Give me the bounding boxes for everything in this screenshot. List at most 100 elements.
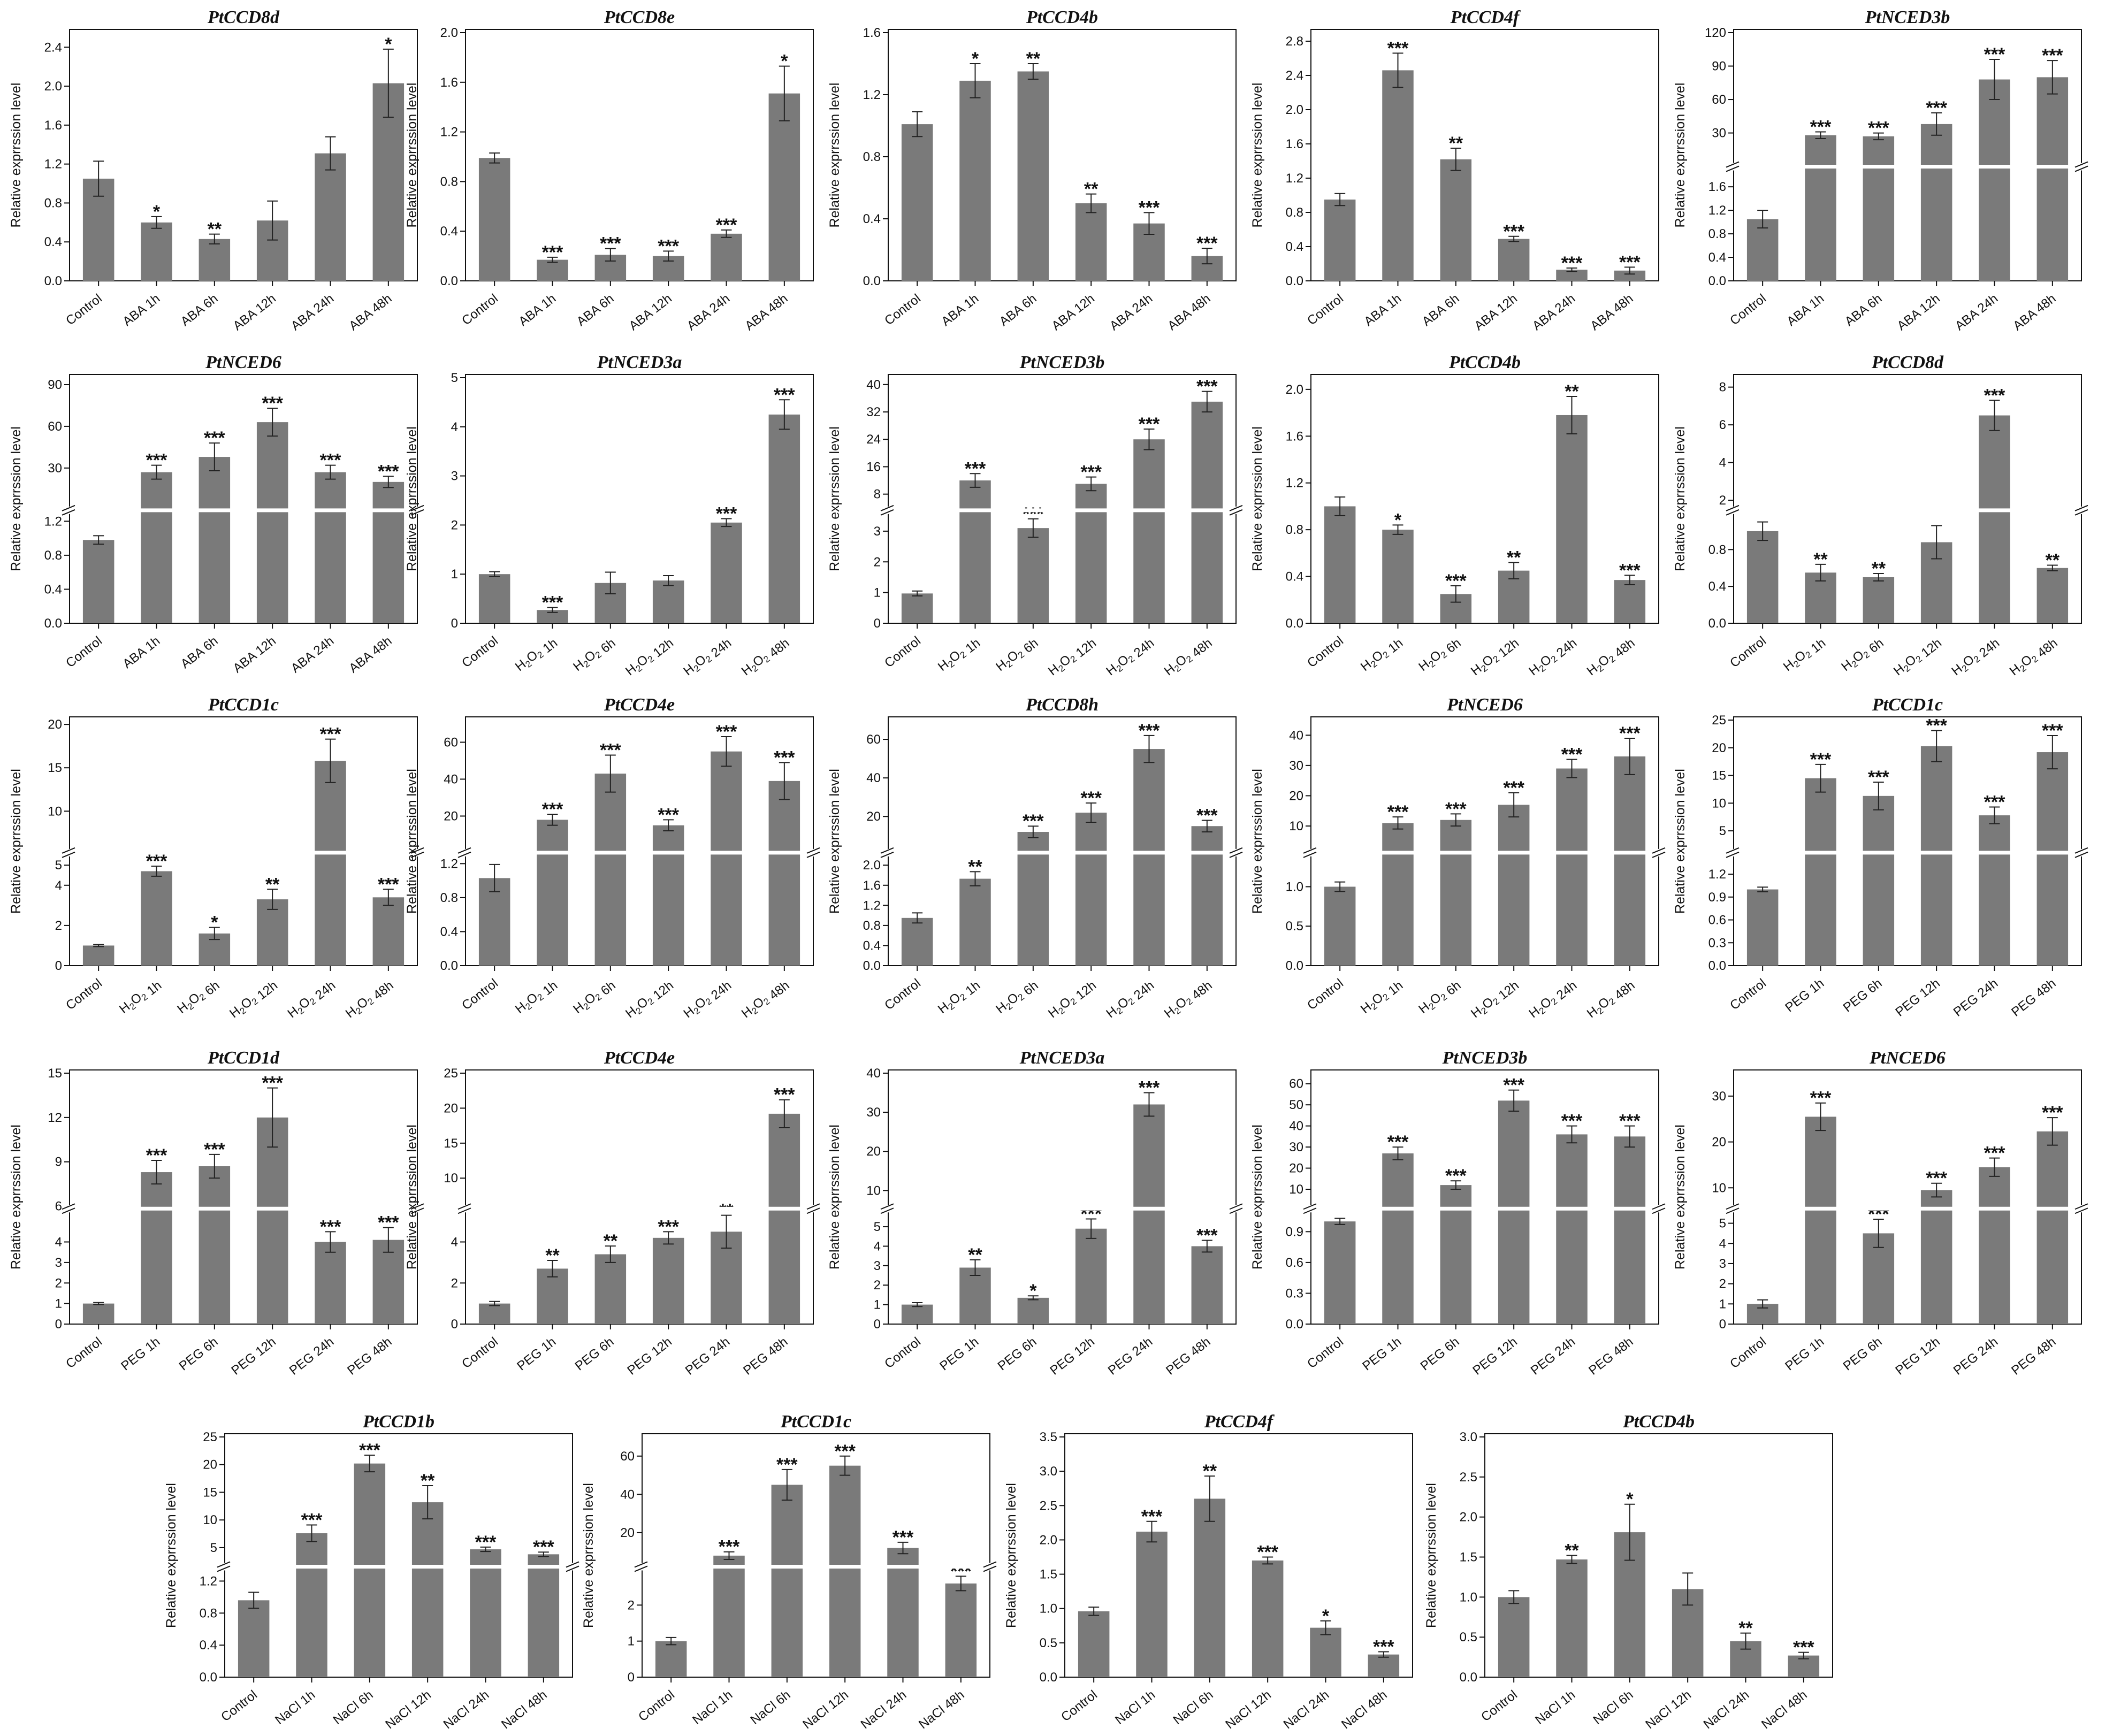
axis-break-mark [2074, 1203, 2088, 1210]
y-tick-label: 0.5 [1460, 1630, 1477, 1645]
x-tick-label: H2O2 6h [993, 976, 1041, 1019]
y-tick-label: 2 [451, 1276, 458, 1290]
bar [1075, 1228, 1107, 1324]
y-tick-label: 0.4 [1708, 579, 1726, 594]
y-tick-label: 0 [55, 959, 62, 973]
y-tick-label: 2.5 [1040, 1498, 1057, 1513]
bar [411, 1502, 444, 1677]
axis-break-gap [1726, 163, 1741, 171]
axis-break-gap [565, 1563, 580, 1571]
plot-frame [1733, 374, 2082, 624]
y-tick-label: 40 [1289, 1119, 1303, 1134]
y-tick-label: 1.2 [863, 88, 881, 102]
x-tick-label: H2O2 12h [1468, 633, 1522, 680]
axis-break-mark [457, 1203, 471, 1210]
bar [478, 878, 510, 966]
y-tick-label: 0.8 [44, 548, 62, 563]
axis-break-mark [566, 1561, 579, 1568]
significance-label: * [211, 913, 218, 933]
axis-break-mark [410, 851, 424, 858]
y-tick-label: 10 [444, 1171, 458, 1186]
x-tick-label: PEG 12h [1893, 1334, 1942, 1378]
y-tick-label: 10 [203, 1513, 217, 1527]
x-tick-label: ABA 24h [1530, 291, 1578, 333]
y-tick-label: 2.4 [1286, 68, 1303, 83]
plot-frame [1733, 716, 2082, 966]
plot-frame [224, 1433, 573, 1678]
plot-frame [888, 374, 1237, 624]
chart-panel: PtNCED6 Relative exprrssion level 0.0 0.4 0.… [9, 353, 425, 676]
y-tick-label: 0.0 [44, 616, 62, 631]
bar [1382, 530, 1414, 623]
significance-label: *** [893, 1527, 914, 1548]
bar [537, 1268, 568, 1324]
x-tick-label: Control [218, 1687, 260, 1724]
chart-panel: PtCCD4b Relative exprrssion level 0.0 0.4 0.… [827, 7, 1237, 333]
x-tick-label: NaCl 24h [1281, 1687, 1332, 1732]
axis-break-mark [983, 1561, 997, 1568]
x-tick-label: H2O2 24h [1526, 633, 1580, 680]
x-tick-label: ABA 1h [1784, 291, 1827, 329]
significance-label: *** [301, 1510, 323, 1531]
y-axis-label: Relative exprrssion level [1673, 1125, 1688, 1270]
axis-break-gap [1303, 848, 1318, 856]
bar [296, 1533, 327, 1677]
x-tick-label: ABA 48h [1165, 291, 1213, 333]
axis-break-gap [1651, 1205, 1666, 1213]
significance-label: *** [1810, 750, 1832, 770]
bar [1440, 159, 1472, 281]
bar [1191, 401, 1223, 623]
x-tick-label: PEG 48h [1586, 1334, 1636, 1378]
axis-break-gap [2074, 848, 2089, 856]
axis-break-gap [806, 1205, 821, 1213]
x-tick-label: ABA 48h [742, 291, 790, 333]
significance-label: * [1626, 1489, 1634, 1510]
bar [537, 820, 568, 966]
bar [315, 472, 346, 623]
chart-panel: PtCCD4b Relative exprrssion level 0.0 0.4 0.… [1250, 353, 1659, 680]
chart-title: PtNCED6 [205, 353, 281, 372]
y-axis-label: Relative exprrssion level [581, 1483, 596, 1628]
y-tick-label: 2 [628, 1598, 635, 1612]
x-tick-label: H2O2 12h [1891, 633, 1944, 680]
axis-break-mark [2074, 504, 2088, 511]
bar [1556, 415, 1588, 623]
axis-break-mark [1726, 847, 1740, 854]
significance-label: *** [1257, 1542, 1278, 1563]
y-tick-label: 15 [203, 1485, 217, 1500]
axis-break-mark [1229, 847, 1243, 854]
bar [1136, 1532, 1168, 1677]
y-tick-label: 1.0 [1286, 880, 1303, 894]
axis-break-mark [1652, 847, 1666, 854]
y-tick-label: 1.2 [44, 157, 62, 172]
y-tick-label: 0.0 [1708, 959, 1726, 973]
axis-break-mark [1726, 509, 1740, 516]
significance-label: *** [1926, 1168, 1947, 1189]
bar [711, 751, 742, 966]
bar [2036, 1131, 2069, 1324]
y-tick-label: 2.0 [1286, 103, 1303, 117]
x-tick-label: PEG 1h [118, 1334, 163, 1373]
x-tick-label: PEG 1h [1782, 1334, 1827, 1373]
y-tick-label: 0.8 [440, 174, 458, 189]
significance-label: *** [1984, 44, 2005, 65]
x-tick-label: H2O2 1h [935, 976, 983, 1019]
y-tick-label: 10 [1712, 1181, 1726, 1195]
y-tick-label: 5 [1719, 824, 1726, 838]
significance-label: * [1394, 510, 1402, 530]
bar [1133, 439, 1165, 623]
x-tick-label: Control [636, 1687, 677, 1724]
bar [1382, 70, 1414, 281]
y-tick-label: 30 [1712, 1089, 1726, 1104]
axis-break-mark [806, 1203, 820, 1210]
bar [887, 1548, 919, 1677]
y-tick-label: 10 [1289, 819, 1303, 833]
y-tick-label: 60 [620, 1449, 635, 1464]
significance-label: *** [1503, 1075, 1524, 1096]
x-tick-label: H2O2 1h [513, 976, 560, 1019]
significance-label: *** [378, 461, 399, 481]
axis-break-mark [566, 1565, 579, 1572]
y-tick-label: 40 [866, 378, 881, 392]
axis-break-gap [1726, 506, 1741, 514]
significance-label: *** [1793, 1638, 1814, 1658]
